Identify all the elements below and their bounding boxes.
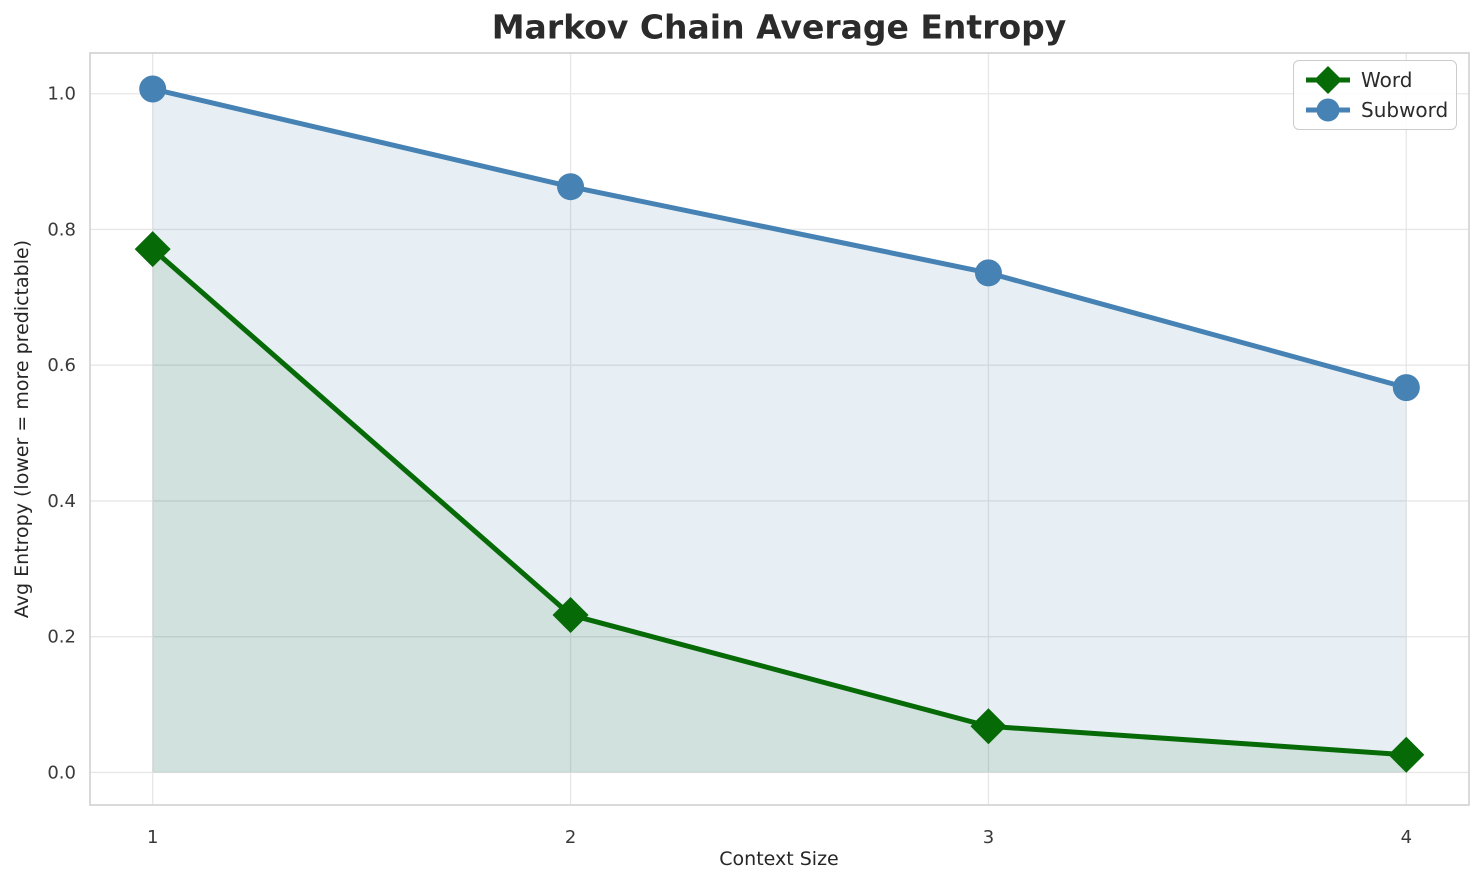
word-marker — [552, 596, 589, 633]
x-tick-label: 3 — [983, 827, 994, 848]
y-tick-label: 0.8 — [47, 219, 76, 240]
subword-area-fill — [152, 88, 1407, 773]
subword-marker — [557, 173, 585, 201]
word-marker — [970, 708, 1007, 745]
y-tick-label: 0.6 — [47, 355, 76, 376]
axes-spines — [89, 52, 1470, 806]
y-tick-label: 1.0 — [47, 84, 76, 105]
subword-legend-circle — [1316, 98, 1340, 122]
y-tick-label: 0.2 — [47, 627, 76, 648]
x-tick-label: 1 — [147, 827, 158, 848]
legend-label-word: Word — [1361, 68, 1413, 92]
subword-marker — [974, 259, 1002, 287]
word-series-line — [150, 246, 1409, 758]
legend-item-subword: Subword — [1304, 95, 1449, 125]
subword-marker — [1392, 374, 1420, 402]
word-area-fill — [152, 249, 1407, 773]
subword-legend-marker-icon — [1306, 98, 1350, 122]
word-marker — [134, 231, 171, 268]
word-legend-diamond — [1314, 66, 1342, 94]
y-tick-label: 0.0 — [47, 762, 76, 783]
word-marker — [1388, 736, 1425, 773]
subword-marker — [139, 75, 167, 103]
subword-series-line — [150, 86, 1409, 391]
y-tick-label: 0.4 — [47, 491, 76, 512]
y-axis-label: Avg Entropy (lower = more predictable) — [11, 239, 33, 619]
legend-label-subword: Subword — [1361, 98, 1449, 122]
x-axis-label: Context Size — [719, 848, 839, 870]
x-tick-label: 2 — [565, 827, 576, 848]
x-tick-label: 4 — [1401, 827, 1412, 848]
chart-title: Markov Chain Average Entropy — [491, 7, 1067, 47]
word-legend-marker-icon — [1306, 66, 1350, 94]
legend-item-word: Word — [1304, 65, 1446, 95]
legend: Word Subword — [1293, 60, 1457, 130]
